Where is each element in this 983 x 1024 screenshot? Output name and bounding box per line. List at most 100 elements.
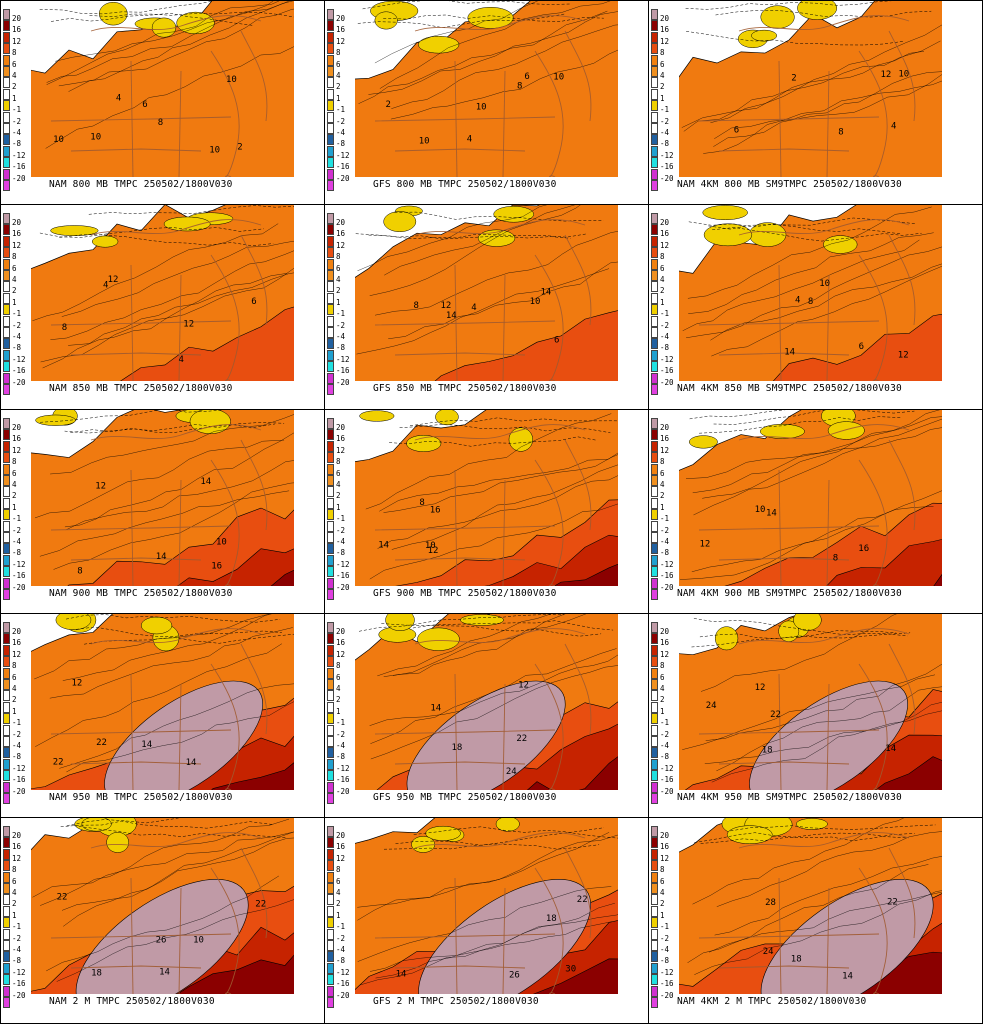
legend-swatch: [651, 962, 658, 974]
legend-label: 12: [660, 445, 670, 455]
legend-swatch: [3, 736, 10, 747]
legend-swatch: [3, 713, 10, 725]
legend-swatch: [3, 690, 10, 702]
legend-swatch: [651, 543, 658, 555]
legend-label: -2: [336, 320, 346, 330]
legend-swatch: [651, 54, 658, 66]
legend-swatch: [327, 372, 334, 384]
legend-label: -20: [660, 173, 674, 183]
legend-swatch: [327, 134, 334, 146]
legend-swatch: [3, 871, 10, 883]
legend-swatch: [3, 440, 10, 452]
legend-label: 8: [660, 865, 665, 875]
legend-swatch: [3, 486, 10, 498]
legend-swatch: [3, 304, 10, 316]
legend-swatch: [327, 338, 334, 350]
legend-swatch: [651, 724, 658, 736]
legend-label: 16: [12, 25, 22, 35]
legend-swatch: [327, 837, 334, 849]
legend-swatch: [3, 679, 10, 690]
legend-swatch: [3, 384, 10, 395]
color-legend: 20 16 12 8 6 4 2 1 -1 -2 -4 -8 -12 -16 -20: [651, 9, 683, 197]
legend-label: -1: [12, 718, 22, 728]
legend-label: -2: [660, 320, 670, 330]
legend-label: 2: [12, 286, 17, 296]
contour-label: 28: [765, 898, 776, 908]
legend-swatch: [651, 31, 658, 43]
color-legend: 20 16 12 8 6 4 2 1 -1 -2 -4 -8 -12 -16 -20: [327, 213, 359, 401]
contour-label: 22: [53, 757, 64, 767]
legend-label: 20: [336, 423, 346, 432]
legend-label: 4: [336, 71, 341, 80]
contour-label: 2: [237, 142, 242, 152]
legend-label: 20: [336, 831, 346, 840]
legend-label: 2: [12, 82, 17, 92]
legend-swatch: [327, 157, 334, 169]
legend-label: 2: [660, 491, 665, 501]
contour-label: 10: [898, 70, 909, 80]
legend-label: -4: [336, 945, 346, 954]
legend-swatch: [651, 235, 658, 247]
contour-label: 16: [430, 505, 441, 515]
legend-swatch: [327, 566, 334, 578]
legend-swatch: [651, 826, 658, 837]
legend-swatch: [327, 543, 334, 555]
panel-title: GFS 800 MB TMPC 250502/1800V030: [373, 179, 557, 190]
legend-swatch: [3, 418, 10, 429]
legend-label: 6: [12, 468, 17, 478]
legend-swatch: [651, 644, 658, 656]
legend-label: -20: [336, 582, 350, 592]
panel-title: NAM 4KM 2 M TMPC 250502/1800V030: [677, 996, 867, 1007]
legend-swatch: [3, 88, 10, 100]
legend-label: 20: [336, 627, 346, 636]
legend-swatch: [3, 724, 10, 736]
legend-label: -1: [336, 922, 346, 932]
contour-label: 12: [898, 350, 909, 360]
legend-swatch: [651, 486, 658, 498]
legend-swatch: [651, 361, 658, 373]
legend-swatch: [327, 452, 334, 464]
legend-swatch: [3, 543, 10, 555]
legend-label: -1: [660, 718, 670, 728]
legend-label: 16: [660, 842, 670, 852]
contour-label: 12: [755, 683, 766, 693]
legend-label: 2: [660, 695, 665, 705]
contour-label: 22: [770, 710, 781, 720]
legend-swatch: [651, 452, 658, 464]
legend-swatch: [327, 690, 334, 702]
contour-label: 8: [158, 118, 163, 128]
legend-label: -16: [336, 979, 350, 989]
legend-swatch: [651, 883, 658, 894]
legend-label: -1: [336, 309, 346, 319]
legend-swatch: [3, 860, 10, 872]
legend-swatch: [651, 622, 658, 633]
color-legend: 20 16 12 8 6 4 2 1 -1 -2 -4 -8 -12 -16 -20: [651, 826, 683, 1014]
map-panel: 20 16 12 8 6 4 2 1 -1 -2 -4 -8 -12 -16 -20 30 26 22 18 14 GF…: [324, 817, 649, 1024]
contour-label: 4: [179, 355, 184, 365]
legend-swatch: [327, 974, 334, 986]
contour-label: 10: [476, 102, 487, 112]
legend-label: -8: [336, 956, 346, 966]
legend-swatch: [3, 134, 10, 146]
legend-swatch: [327, 962, 334, 974]
legend-swatch: [651, 679, 658, 690]
contour-label: 22: [96, 738, 107, 748]
legend-label: 8: [336, 865, 341, 875]
legend-label: 20: [660, 423, 670, 432]
contour-label: 10: [419, 137, 430, 147]
legend-label: -4: [12, 332, 22, 341]
contour-label: 12: [108, 275, 119, 285]
legend-swatch: [327, 31, 334, 43]
legend-label: 8: [12, 661, 17, 671]
legend-swatch: [327, 747, 334, 759]
legend-label: 2: [12, 491, 17, 501]
legend-swatch: [327, 644, 334, 656]
legend-swatch: [3, 168, 10, 180]
legend-label: -8: [660, 956, 670, 966]
legend-swatch: [3, 145, 10, 157]
map-panel: 20 16 12 8 6 4 2 1 -1 -2 -4 -8 -12 -16 -20 24 22 18 14 12 NA…: [648, 613, 983, 818]
legend-swatch: [651, 168, 658, 180]
legend-swatch: [3, 361, 10, 373]
legend-swatch: [327, 656, 334, 668]
